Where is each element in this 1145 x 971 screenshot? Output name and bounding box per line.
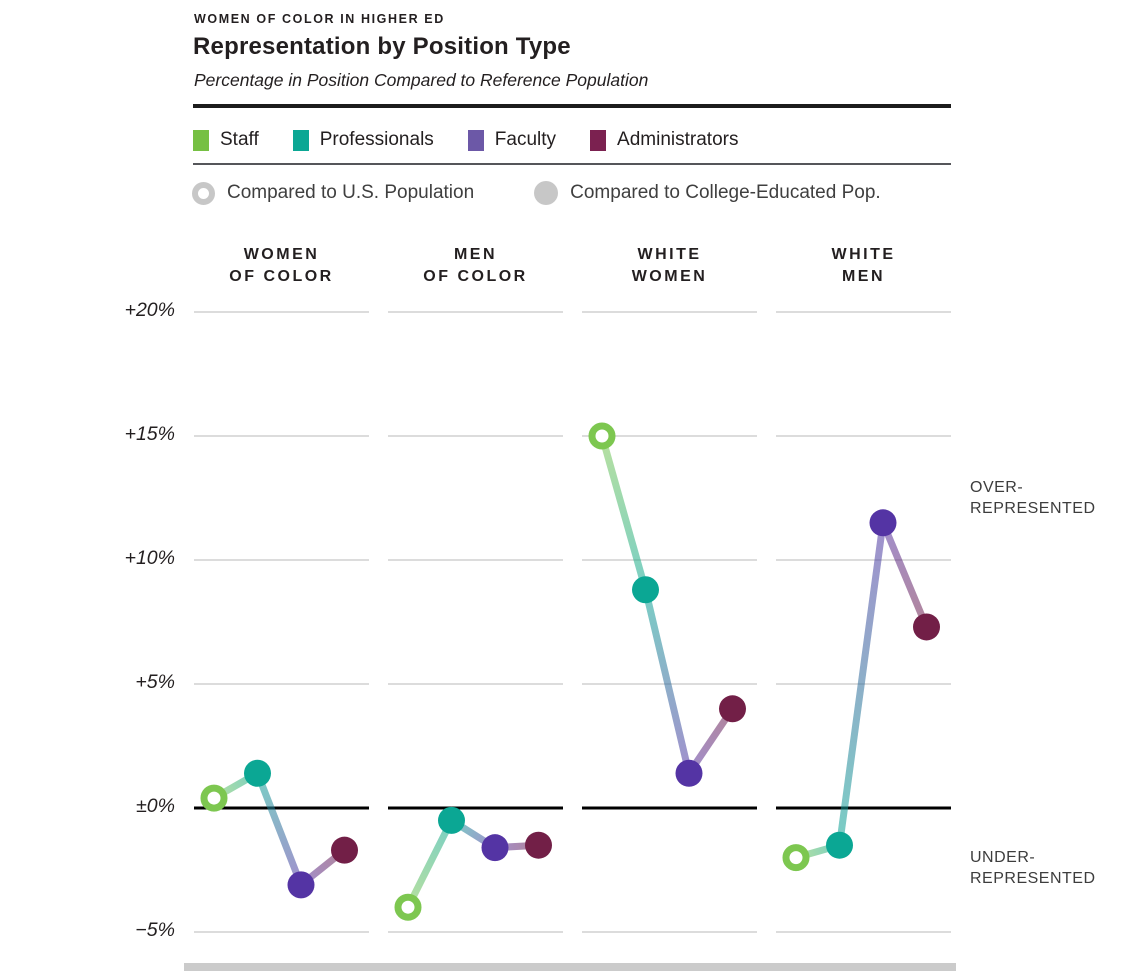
page-subtitle: Percentage in Position Compared to Refer… <box>194 70 649 90</box>
group-header-white-women: WHITE WOMEN <box>582 244 757 288</box>
group-header-women-of-color: WOMEN OF COLOR <box>194 244 369 288</box>
administrators-swatch-icon <box>590 129 607 151</box>
open-circle-icon <box>192 181 215 205</box>
legend-item-staff: Staff <box>193 129 259 151</box>
connector-segment <box>598 435 649 591</box>
filled-circle-icon <box>534 181 559 205</box>
professionals-swatch-icon <box>292 129 309 151</box>
page-title: Representation by Position Type <box>193 33 571 60</box>
dot-faculty-men-of-color <box>481 834 509 862</box>
under-represented-note: UNDER- REPRESENTED <box>970 847 1096 889</box>
dot-administrators-white-men <box>913 613 940 641</box>
group-header-white-men: WHITE MEN <box>776 244 951 288</box>
under-note-line2: REPRESENTED <box>970 870 1096 887</box>
group-header-line: MEN <box>841 268 886 285</box>
dot-staff-white-men <box>782 844 810 872</box>
dot-professionals-white-men <box>826 831 853 859</box>
over-note-line1: OVER- <box>970 479 1024 496</box>
under-note-line1: UNDER- <box>970 849 1036 866</box>
connector-segment <box>879 521 930 629</box>
dot-faculty-white-women <box>675 759 703 787</box>
faculty-swatch-icon <box>467 129 484 151</box>
bottom-edge-bar <box>184 963 956 971</box>
y-axis-tick-20: +20% <box>124 299 175 321</box>
legend-item-faculty: Faculty <box>467 129 557 151</box>
dot-administrators-women-of-color <box>331 836 358 864</box>
staff-swatch-icon <box>193 129 209 151</box>
legend-label: Professionals <box>319 129 434 150</box>
group-header-men-of-color: MEN OF COLOR <box>388 244 563 288</box>
comparison-label: Compared to College-Educated Pop. <box>570 182 881 203</box>
legend-divider-thin <box>193 163 951 165</box>
legend-label: Staff <box>220 129 259 150</box>
legend-label: Administrators <box>617 129 739 150</box>
legend-label: Faculty <box>494 129 557 150</box>
over-represented-note: OVER- REPRESENTED <box>970 477 1096 519</box>
dot-staff-women-of-color <box>200 784 228 812</box>
dot-staff-men-of-color <box>394 893 422 921</box>
chart-panel-men-of-color <box>388 311 563 933</box>
chart-panel-white-women <box>582 311 757 933</box>
connector-segment <box>404 818 455 909</box>
comparison-legend: Compared to U.S. Population Compared to … <box>192 179 881 207</box>
y-axis-tick-15: +15% <box>124 423 175 445</box>
connector-segment <box>836 522 887 846</box>
group-header-line: MEN <box>453 246 498 263</box>
dot-administrators-men-of-color <box>525 831 552 859</box>
dot-faculty-white-men <box>869 509 897 537</box>
over-note-line2: REPRESENTED <box>970 500 1096 517</box>
dot-professionals-men-of-color <box>438 806 465 834</box>
header-divider-thick <box>193 104 951 108</box>
group-header-line: WOMEN <box>631 268 708 285</box>
y-axis-tick-10: +10% <box>124 547 175 569</box>
dot-staff-white-women <box>588 422 616 450</box>
group-header-line: OF COLOR <box>423 268 528 285</box>
comparison-item-college-educated: Compared to College-Educated Pop. <box>534 181 881 205</box>
legend-item-professionals: Professionals <box>292 129 434 151</box>
y-axis-tick-0: ±0% <box>136 795 175 817</box>
dot-faculty-women-of-color <box>287 871 315 899</box>
y-axis-tick--5: −5% <box>135 919 175 941</box>
group-header-line: OF COLOR <box>229 268 334 285</box>
legend-item-administrators: Administrators <box>590 129 738 151</box>
group-header-line: WHITE <box>831 246 896 263</box>
y-axis-tick-5: +5% <box>135 671 175 693</box>
group-header-line: WHITE <box>637 246 702 263</box>
connector-segment <box>642 588 693 775</box>
dot-administrators-white-women <box>719 695 746 723</box>
dot-professionals-women-of-color <box>244 759 271 787</box>
comparison-label: Compared to U.S. Population <box>227 182 475 203</box>
chart-panel-white-men <box>776 311 951 933</box>
connector-segment <box>254 772 305 887</box>
dot-professionals-white-women <box>632 576 659 604</box>
series-legend: Staff Professionals Faculty Administrato… <box>193 127 738 153</box>
kicker-label: WOMEN OF COLOR IN HIGHER ED <box>194 12 445 26</box>
group-header-line: WOMEN <box>243 246 320 263</box>
comparison-item-us-population: Compared to U.S. Population <box>192 181 475 205</box>
chart-panel-women-of-color <box>194 311 369 933</box>
